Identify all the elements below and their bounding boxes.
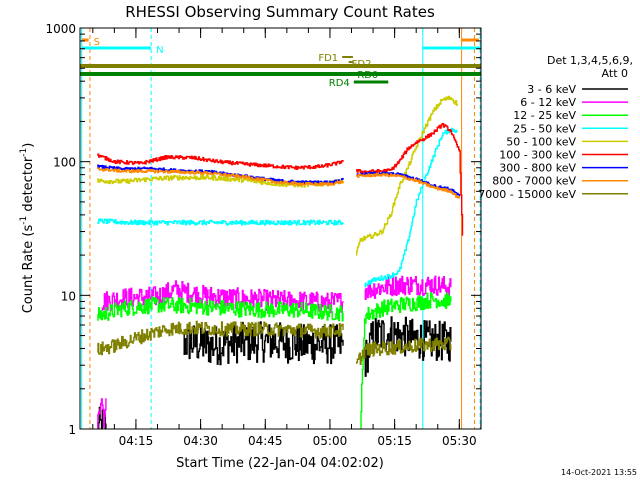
series-line (364, 127, 458, 288)
series-line (183, 321, 344, 366)
legend-label: 300 - 800 keV (499, 162, 576, 175)
legend-label: 7000 - 15000 keV (478, 188, 576, 201)
legend-label: 50 - 100 keV (506, 135, 576, 148)
series-line (356, 172, 461, 199)
x-tick-label: 04:45 (248, 434, 283, 448)
series-line (97, 296, 344, 322)
series-line (97, 153, 344, 170)
y-tick-label: 10 (61, 289, 76, 303)
y-tick-label: 1 (68, 423, 76, 437)
y-axis-label-part3: ) (21, 143, 36, 148)
legend-label: 25 - 50 keV (513, 122, 576, 135)
flag-label: S (94, 37, 100, 48)
footer-date: 14-Oct-2021 13:55 (561, 468, 637, 477)
series-line (356, 336, 452, 365)
y-axis-label-sup2: -1 (19, 148, 29, 157)
legend-label: 12 - 25 keV (513, 109, 576, 122)
x-axis-label: Start Time (22-Jan-04 04:02:02) (176, 456, 384, 471)
flag-label: FD1 (318, 53, 338, 64)
y-tick-label: 1000 (45, 22, 76, 36)
plot-frame (79, 27, 482, 430)
series-2 (97, 292, 452, 429)
x-tick-label: 05:30 (442, 434, 477, 448)
legend-label: 6 - 12 keV (520, 96, 576, 109)
y-axis-label-part1: Count Rate (s (21, 225, 36, 314)
x-tick-label: 05:00 (313, 434, 348, 448)
legend-header-line-1: Det 1,3,4,5,6,9, (547, 54, 633, 67)
series-line (356, 171, 461, 197)
flag-label: FD2 (352, 59, 372, 70)
flag-label: RD4 (329, 78, 350, 89)
series-8 (97, 320, 452, 365)
y-axis-label-sup1: -1 (19, 216, 29, 225)
legend-header-line-2: Att 0 (602, 67, 628, 80)
series-line (364, 275, 452, 300)
series-3 (97, 127, 458, 288)
legend-label: 3 - 6 keV (527, 83, 576, 96)
series-line (97, 320, 344, 356)
x-tick-label: 04:15 (119, 434, 154, 448)
series-line (97, 398, 107, 429)
series-line (97, 406, 107, 429)
chart-title: RHESSI Observing Summary Count Rates (125, 3, 435, 21)
x-tick-label: 04:30 (183, 434, 218, 448)
series-line (356, 95, 458, 256)
series-line (97, 218, 344, 226)
legend-label: 800 - 7000 keV (492, 175, 576, 188)
series-7 (97, 167, 461, 199)
series-line (97, 167, 344, 186)
legend-label: 100 - 300 keV (499, 149, 576, 162)
series-line (360, 292, 452, 429)
y-axis-label: Count Rate (s-1 detector-1) (19, 143, 36, 314)
flag-label: N (156, 45, 163, 56)
x-tick-label: 05:15 (377, 434, 412, 448)
y-axis-label-part2: detector (21, 156, 36, 216)
y-tick-label: 100 (53, 156, 76, 170)
flag-label: RD0 (357, 70, 378, 81)
